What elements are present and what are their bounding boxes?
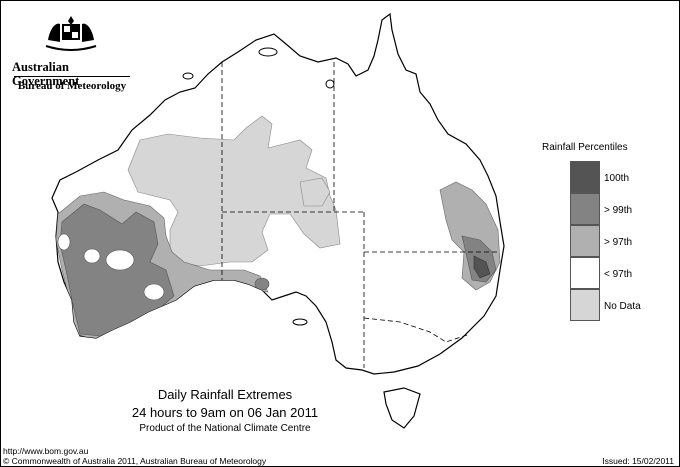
below-97th-hole-2 [83, 248, 101, 264]
below-97th-hole-3 [143, 283, 165, 301]
website-link[interactable]: http://www.bom.gov.au [3, 446, 89, 456]
below-97th-hole-4 [57, 233, 71, 251]
state-borders [221, 62, 500, 368]
header-divider [14, 76, 130, 77]
legend-item: No Data [570, 289, 670, 321]
bureau-title: Bureau of Meteorology [17, 80, 127, 92]
bathurst-island [182, 72, 194, 80]
map-product-note: Product of the National Climate Centre [139, 423, 311, 434]
rain-99th-sa [254, 277, 270, 291]
melville-island [258, 47, 278, 57]
legend-label: > 99th [604, 205, 633, 216]
legend-swatch-100th [570, 161, 600, 193]
legend-label: > 97th [604, 237, 633, 248]
legend-item: 100th [570, 161, 670, 193]
legend-title: Rainfall Percentiles [542, 142, 628, 153]
legend-item: > 99th [570, 193, 670, 225]
legend: 100th > 99th > 97th < 97th No Data [570, 161, 670, 321]
map-title: Daily Rainfall Extremes [157, 387, 293, 402]
legend-item: > 97th [570, 225, 670, 257]
legend-label: 100th [604, 173, 630, 184]
tasmania [383, 387, 421, 429]
map-subtitle: 24 hours to 9am on 06 Jan 2011 [131, 405, 319, 420]
legend-swatch-97th [570, 225, 600, 257]
government-title: Australian Government [12, 60, 80, 88]
below-97th-hole-1 [105, 249, 135, 271]
rain-100th-east [473, 255, 491, 279]
kangaroo-island [292, 318, 308, 326]
legend-label: < 97th [604, 269, 633, 280]
no-data-region-east [299, 177, 331, 207]
no-data-region-central [127, 115, 341, 267]
legend-label: No Data [604, 301, 641, 312]
copyright-notice: © Commonwealth of Australia 2011, Austra… [3, 456, 267, 466]
legend-swatch-99th [570, 193, 600, 225]
issued-date: Issued: 15/02/2011 [602, 456, 674, 466]
groote-eylandt [325, 79, 335, 89]
legend-item: < 97th [570, 257, 670, 289]
legend-swatch-below-97th [570, 257, 600, 289]
legend-swatch-no-data [570, 289, 600, 321]
coat-of-arms-icon [45, 16, 97, 51]
